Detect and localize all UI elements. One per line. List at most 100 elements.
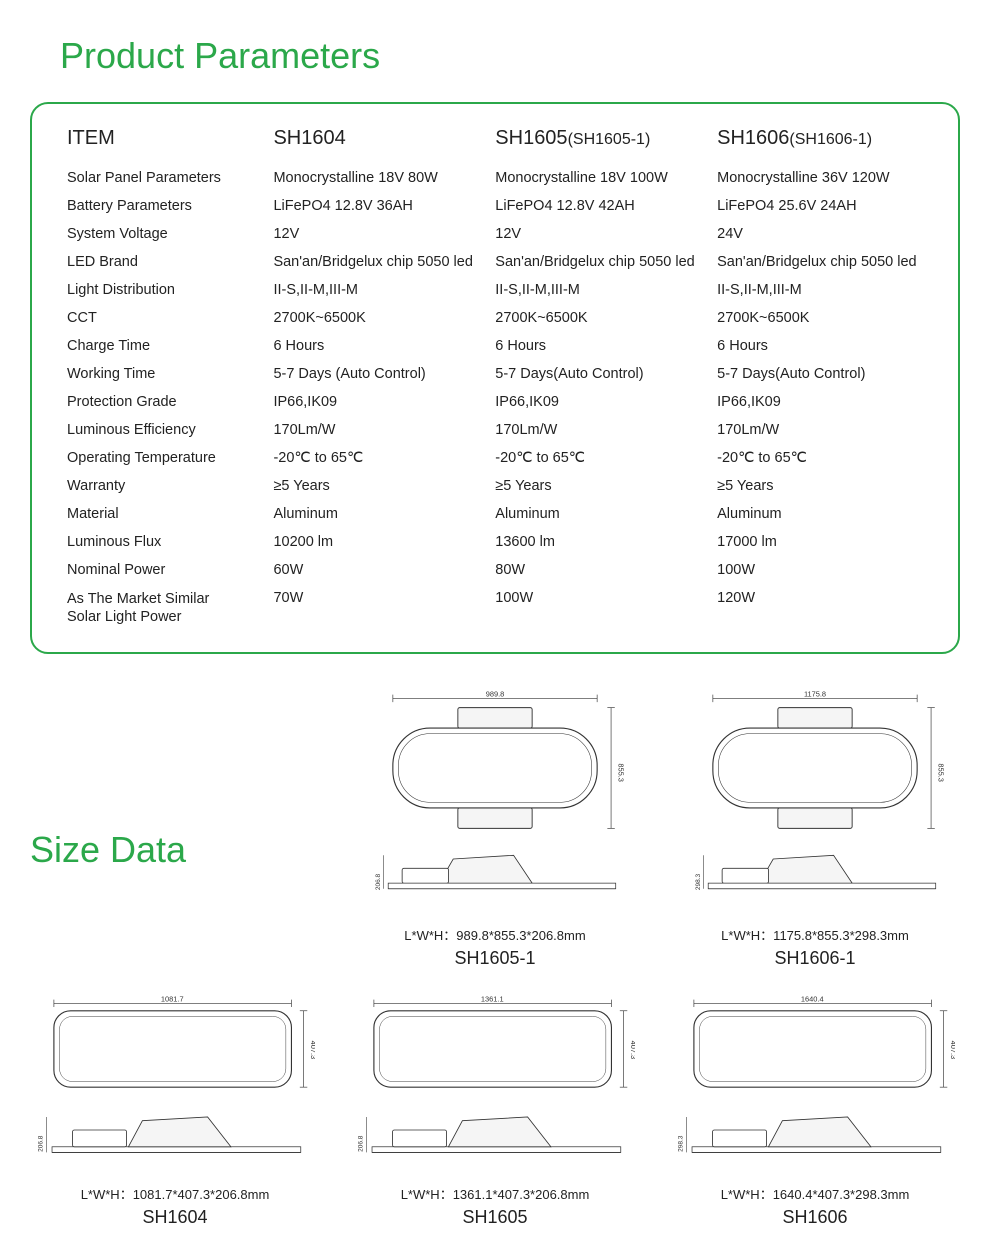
row-c2: ≥5 Years [489, 472, 711, 500]
table-row: Warranty≥5 Years≥5 Years≥5 Years [57, 472, 933, 500]
table-row: Operating Temperature-20℃ to 65℃-20℃ to … [57, 444, 933, 472]
dimension-label: L*W*H：1175.8*855.3*298.3mm [670, 925, 960, 944]
row-c3: -20℃ to 65℃ [711, 444, 933, 472]
row-label: As The Market SimilarSolar Light Power [57, 584, 267, 632]
row-c2: IP66,IK09 [489, 388, 711, 416]
row-c2: 12V [489, 220, 711, 248]
header-col3-suffix: (SH1606-1) [789, 131, 872, 148]
row-c2: 5-7 Days(Auto Control) [489, 360, 711, 388]
tech-drawing-icon: 1640.4 407.3 298.3 [670, 994, 960, 1171]
row-c2: Monocrystalline 18V 100W [489, 164, 711, 192]
table-row: CCT2700K~6500K2700K~6500K2700K~6500K [57, 304, 933, 332]
row-c3: Aluminum [711, 500, 933, 528]
row-c2: 6 Hours [489, 332, 711, 360]
row-c2: LiFePO4 12.8V 42AH [489, 192, 711, 220]
row-label: Luminous Flux [57, 528, 267, 556]
row-label: Material [57, 500, 267, 528]
header-col2-main: SH1605 [495, 127, 567, 149]
row-c3: LiFePO4 25.6V 24AH [711, 192, 933, 220]
row-c3: 24V [711, 220, 933, 248]
row-label: LED Brand [57, 248, 267, 276]
row-label: Solar Panel Parameters [57, 164, 267, 192]
model-name: SH1605 [350, 1207, 640, 1228]
row-c1: Monocrystalline 18V 80W [267, 164, 489, 192]
table-row: Protection GradeIP66,IK09IP66,IK09IP66,I… [57, 388, 933, 416]
svg-text:1081.7: 1081.7 [161, 995, 184, 1004]
row-c1: 5-7 Days (Auto Control) [267, 360, 489, 388]
product-parameters-heading: Product Parameters [60, 35, 960, 77]
row-c3: 17000 lm [711, 528, 933, 556]
row-c2: 80W [489, 556, 711, 584]
row-c2: 100W [489, 584, 711, 632]
svg-text:407.3: 407.3 [629, 1041, 635, 1060]
row-c1: Aluminum [267, 500, 489, 528]
row-c2: San'an/Bridgelux chip 5050 led [489, 248, 711, 276]
size-cell-sh1604: 1081.7 407.3 206.8 L*W*H：1081.7*407.3*20… [30, 994, 320, 1228]
svg-text:1361.1: 1361.1 [481, 995, 504, 1004]
table-row: System Voltage12V12V24V [57, 220, 933, 248]
svg-text:407.3: 407.3 [309, 1041, 315, 1060]
header-col3-main: SH1606 [717, 127, 789, 149]
row-c1: 2700K~6500K [267, 304, 489, 332]
row-c3: 5-7 Days(Auto Control) [711, 360, 933, 388]
parameters-box: ITEM SH1604 SH1605(SH1605-1) SH1606(SH16… [30, 102, 960, 654]
row-label: Light Distribution [57, 276, 267, 304]
row-c3: 120W [711, 584, 933, 632]
svg-text:206.8: 206.8 [38, 1135, 45, 1152]
row-c3: 6 Hours [711, 332, 933, 360]
row-c2: II-S,II-M,III-M [489, 276, 711, 304]
row-c1: San'an/Bridgelux chip 5050 led [267, 248, 489, 276]
row-c2: 13600 lm [489, 528, 711, 556]
header-item: ITEM [57, 119, 267, 164]
svg-text:855.3: 855.3 [937, 764, 946, 783]
svg-text:298.3: 298.3 [678, 1135, 685, 1152]
size-cell-sh1606-1: 1175.8 855.3 298.3 L*W*H：1175.8*855.3*29… [670, 689, 960, 969]
row-label: Battery Parameters [57, 192, 267, 220]
header-col2: SH1605(SH1605-1) [489, 119, 711, 164]
svg-text:855.3: 855.3 [617, 764, 626, 783]
model-name: SH1606 [670, 1207, 960, 1228]
row-c3: 170Lm/W [711, 416, 933, 444]
row-c3: 2700K~6500K [711, 304, 933, 332]
row-c2: 2700K~6500K [489, 304, 711, 332]
row-c1: 12V [267, 220, 489, 248]
svg-text:989.8: 989.8 [486, 690, 505, 699]
table-row: Nominal Power60W80W100W [57, 556, 933, 584]
row-c3: Monocrystalline 36V 120W [711, 164, 933, 192]
row-c3: ≥5 Years [711, 472, 933, 500]
row-c1: -20℃ to 65℃ [267, 444, 489, 472]
row-label: Working Time [57, 360, 267, 388]
row-c1: 170Lm/W [267, 416, 489, 444]
row-c2: -20℃ to 65℃ [489, 444, 711, 472]
model-name: SH1606-1 [670, 948, 960, 969]
row-c1: 10200 lm [267, 528, 489, 556]
table-row: As The Market SimilarSolar Light Power70… [57, 584, 933, 632]
row-c3: 100W [711, 556, 933, 584]
svg-text:298.3: 298.3 [695, 874, 702, 891]
table-header-row: ITEM SH1604 SH1605(SH1605-1) SH1606(SH16… [57, 119, 933, 164]
parameters-table: ITEM SH1604 SH1605(SH1605-1) SH1606(SH16… [57, 119, 933, 632]
row-c1: II-S,II-M,III-M [267, 276, 489, 304]
row-c1: ≥5 Years [267, 472, 489, 500]
row-label: CCT [57, 304, 267, 332]
row-label: Warranty [57, 472, 267, 500]
row-c1: 6 Hours [267, 332, 489, 360]
row-c3: San'an/Bridgelux chip 5050 led [711, 248, 933, 276]
dimension-label: L*W*H：989.8*855.3*206.8mm [350, 925, 640, 944]
row-c3: IP66,IK09 [711, 388, 933, 416]
row-label: System Voltage [57, 220, 267, 248]
row-label: Protection Grade [57, 388, 267, 416]
size-cell-sh1605-1: 989.8 855.3 206.8 L*W*H：989.8*855.3*206.… [350, 689, 640, 969]
table-row: Light DistributionII-S,II-M,III-MII-S,II… [57, 276, 933, 304]
row-c1: IP66,IK09 [267, 388, 489, 416]
svg-text:206.8: 206.8 [375, 874, 382, 891]
row-c1: LiFePO4 12.8V 36AH [267, 192, 489, 220]
table-row: Charge Time6 Hours6 Hours6 Hours [57, 332, 933, 360]
table-row: Luminous Flux10200 lm13600 lm17000 lm [57, 528, 933, 556]
model-name: SH1605-1 [350, 948, 640, 969]
dimension-label: L*W*H：1081.7*407.3*206.8mm [30, 1184, 320, 1203]
header-col2-suffix: (SH1605-1) [568, 131, 651, 148]
tech-drawing-icon: 1361.1 407.3 206.8 [350, 994, 640, 1171]
dimension-label: L*W*H：1361.1*407.3*206.8mm [350, 1184, 640, 1203]
dimension-label: L*W*H：1640.4*407.3*298.3mm [670, 1184, 960, 1203]
